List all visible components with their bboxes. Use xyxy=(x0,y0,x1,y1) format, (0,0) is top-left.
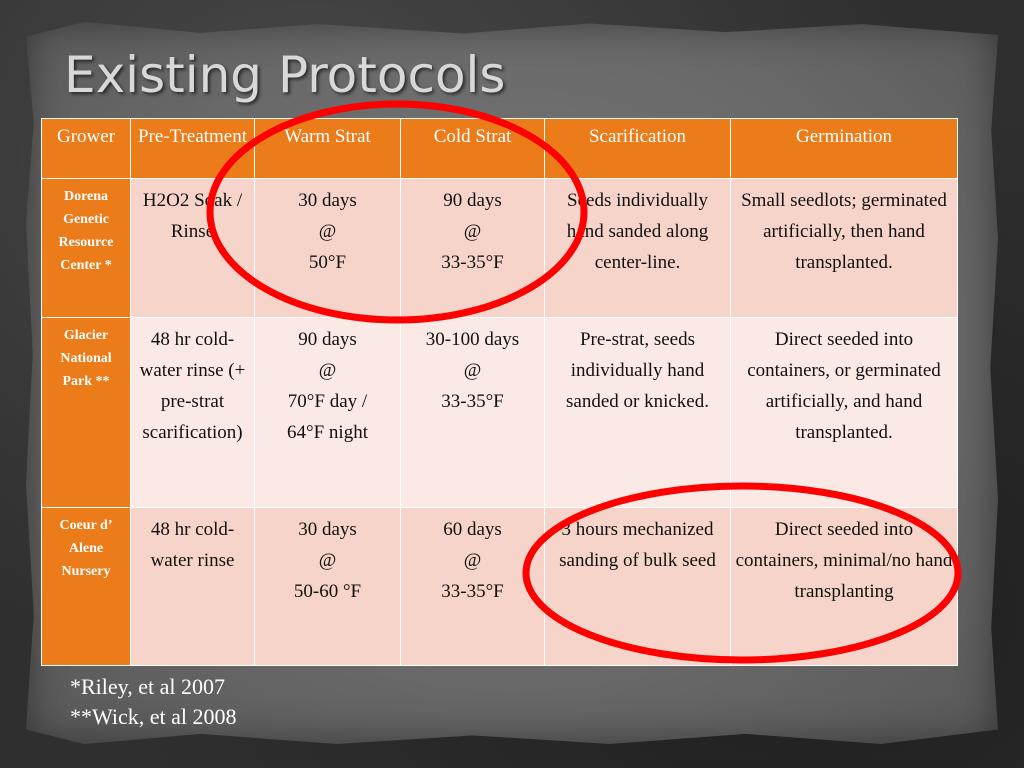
germination-cell: Direct seeded into containers, or germin… xyxy=(730,317,958,508)
warm-strat-cell: 30 days @ 50-60 °F xyxy=(254,506,401,667)
table-header-row: Grower Pre-Treatment Warm Strat Cold Str… xyxy=(41,118,958,179)
scarification-cell: 3 hours mechanized sanding of bulk seed xyxy=(544,506,731,667)
grower-cell: Glacier National Park ** xyxy=(41,317,131,508)
pretreatment-cell: 48 hr cold-water rinse xyxy=(130,506,255,667)
grower-cell: Dorena Genetic Resource Center * xyxy=(41,177,131,319)
protocols-table: Grower Pre-Treatment Warm Strat Cold Str… xyxy=(41,118,958,667)
scarification-cell: Pre-strat, seeds individually hand sande… xyxy=(544,317,731,508)
table-row: Dorena Genetic Resource Center * H2O2 So… xyxy=(41,177,958,319)
header-pre-treatment: Pre-Treatment xyxy=(130,118,255,179)
grower-cell: Coeur d’ Alene Nursery xyxy=(41,506,131,667)
warm-strat-cell: 30 days @ 50°F xyxy=(254,177,401,319)
footnotes: *Riley, et al 2007 **Wick, et al 2008 xyxy=(70,672,237,732)
slide-title: Existing Protocols xyxy=(64,46,506,104)
footnote-wick: **Wick, et al 2008 xyxy=(70,704,237,729)
table-row: Glacier National Park ** 48 hr cold-wate… xyxy=(41,317,958,508)
pretreatment-cell: 48 hr cold-water rinse (+ pre-strat scar… xyxy=(130,317,255,508)
footnote-riley: *Riley, et al 2007 xyxy=(70,674,225,699)
cold-strat-cell: 60 days @ 33-35°F xyxy=(400,506,545,667)
cold-strat-cell: 30-100 days @ 33-35°F xyxy=(400,317,545,508)
header-warm-strat: Warm Strat xyxy=(254,118,401,179)
header-grower: Grower xyxy=(41,118,131,179)
header-scarification: Scarification xyxy=(544,118,731,179)
pretreatment-cell: H2O2 Soak / Rinse xyxy=(130,177,255,319)
germination-cell: Direct seeded into containers, minimal/n… xyxy=(730,506,958,667)
header-germination: Germination xyxy=(730,118,958,179)
header-cold-strat: Cold Strat xyxy=(400,118,545,179)
cold-strat-cell: 90 days @ 33-35°F xyxy=(400,177,545,319)
warm-strat-cell: 90 days @ 70°F day / 64°F night xyxy=(254,317,401,508)
table-row: Coeur d’ Alene Nursery 48 hr cold-water … xyxy=(41,506,958,667)
scarification-cell: Seeds individually hand sanded along cen… xyxy=(544,177,731,319)
germination-cell: Small seedlots; germinated artificially,… xyxy=(730,177,958,319)
